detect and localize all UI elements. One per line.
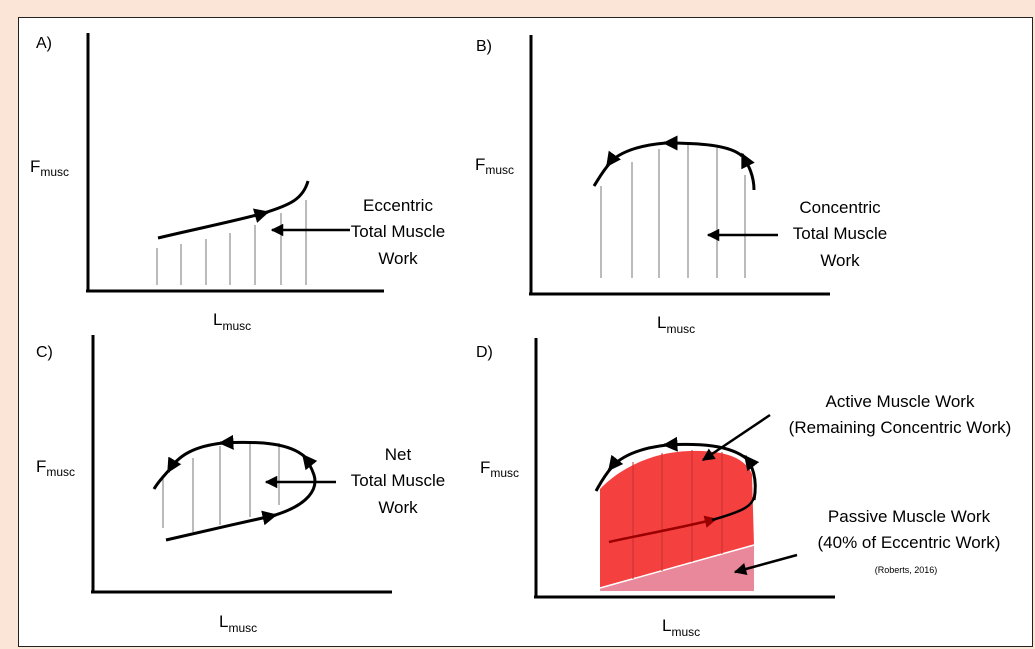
panel-c-curve-right — [271, 453, 318, 518]
panel-c-x-label: Lmusc — [219, 612, 257, 635]
passive-pointer-arrow — [733, 553, 798, 576]
panel-b: B) Fmusc Lmusc Concentric Total Muscle W… — [475, 35, 887, 336]
svg-text:Work: Work — [378, 249, 418, 268]
panel-b-curve-top — [662, 135, 744, 158]
panel-b-curve-rise — [740, 152, 756, 191]
svg-text:Work: Work — [378, 498, 418, 517]
panel-a-eccentric-curve-end — [263, 180, 310, 215]
figure-frame — [18, 17, 1033, 647]
panel-d-work-hatching — [632, 450, 723, 579]
panel-d-letter: D) — [476, 344, 493, 361]
panel-c-letter: C) — [36, 344, 53, 361]
panel-a-work-hatching — [156, 200, 307, 285]
svg-text:Passive Muscle Work: Passive Muscle Work — [828, 507, 991, 526]
panel-d-y-label: Fmusc — [480, 458, 519, 480]
passive-annotation: Passive Muscle Work (40% of Eccentric Wo… — [818, 507, 1001, 552]
panel-b-annotation: Concentric Total Muscle Work — [793, 198, 887, 270]
panel-b-curve-left — [605, 141, 667, 168]
panel-a-eccentric-curve — [157, 208, 270, 240]
svg-text:Total Muscle: Total Muscle — [351, 471, 445, 490]
panel-c-work-hatching — [162, 442, 280, 532]
panel-b-curve-tail — [592, 162, 612, 187]
svg-text:Total Muscle: Total Muscle — [793, 224, 887, 243]
panel-a-y-label: Fmusc — [30, 157, 69, 179]
svg-text:Total Muscle: Total Muscle — [351, 222, 445, 241]
panel-c-curve-top — [218, 434, 307, 459]
active-work-area — [600, 450, 754, 588]
panel-d: D) Fmusc Lmusc Active Muscle Work (Remai… — [476, 338, 1011, 639]
svg-text:Work: Work — [820, 251, 860, 270]
panel-d-x-label: Lmusc — [662, 616, 700, 639]
panel-c-curve-bottom — [165, 510, 278, 542]
panel-d-curve-left — [607, 443, 668, 472]
svg-text:(40% of Eccentric Work): (40% of Eccentric Work) — [818, 533, 1001, 552]
panel-c-curve-tail — [152, 468, 172, 490]
panel-c-y-label: Fmusc — [36, 457, 75, 479]
citation: (Roberts, 2016) — [875, 565, 938, 575]
panel-c-annotation: Net Total Muscle Work — [351, 445, 445, 517]
panel-a-annotation: Eccentric Total Muscle Work — [351, 196, 445, 268]
panel-a-letter: A) — [36, 35, 52, 52]
svg-text:Active Muscle Work: Active Muscle Work — [826, 392, 975, 411]
svg-text:Eccentric: Eccentric — [363, 196, 433, 215]
active-annotation: Active Muscle Work (Remaining Concentric… — [789, 392, 1012, 437]
svg-text:(Remaining Concentric Work): (Remaining Concentric Work) — [789, 418, 1012, 437]
panel-b-work-hatching — [600, 143, 746, 278]
panel-d-curve-tail — [594, 466, 614, 492]
panel-b-letter: B) — [476, 38, 492, 55]
panel-b-y-label: Fmusc — [475, 155, 514, 177]
svg-text:Net: Net — [385, 445, 412, 464]
passive-boundary-line — [599, 544, 755, 589]
panel-c: C) Fmusc Lmusc Net Total Muscle Work — [36, 335, 445, 635]
panel-a: A) Fmusc Lmusc Eccentric Total Muscle Wo… — [30, 33, 445, 333]
svg-text:Concentric: Concentric — [799, 198, 881, 217]
panel-d-curve-top — [662, 436, 748, 461]
panel-a-x-label: Lmusc — [213, 310, 251, 333]
panel-d-eccentric-curve — [608, 515, 718, 544]
panel-c-curve-left — [166, 441, 224, 474]
panel-b-x-label: Lmusc — [657, 313, 695, 336]
active-pointer-arrow — [701, 413, 771, 462]
